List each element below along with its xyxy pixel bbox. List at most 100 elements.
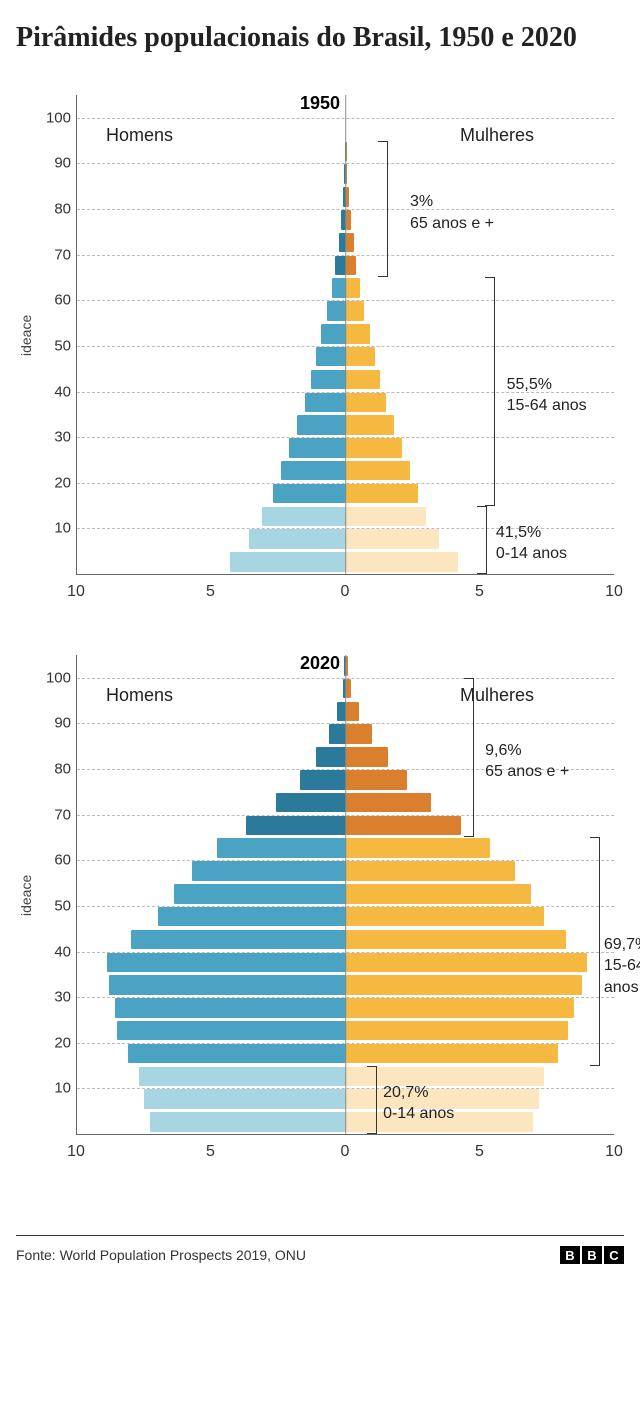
bar-women [346,1021,569,1041]
xtick: 5 [206,583,215,601]
bar-men [150,1112,346,1132]
bar-men [117,1021,345,1041]
pyramid-2020: 2020HomensMulheresideace1020304050607080… [16,655,624,1165]
ytick: 20 [39,474,71,491]
ytick: 50 [39,337,71,354]
bracket [590,837,600,1065]
bar-men [329,724,345,744]
bar-men [332,278,345,298]
bar-women [346,998,574,1018]
bar-women [346,301,365,321]
bar-men [327,301,346,321]
ytick: 80 [39,201,71,218]
ytick: 90 [39,155,71,172]
chart-area: 1020304050607080901009,6%65 anos e +69,7… [76,655,614,1135]
bar-men [300,770,346,790]
ytick: 30 [39,429,71,446]
xtick: 5 [475,1143,484,1161]
bar-women [346,884,531,904]
xtick: 10 [605,583,623,601]
bracket [464,678,474,838]
bar-women [346,975,582,995]
ytick: 100 [39,109,71,126]
xtick: 10 [67,583,85,601]
xtick: 0 [341,1143,350,1161]
ytick: 100 [39,669,71,686]
ytick: 60 [39,292,71,309]
bar-men [262,507,345,527]
bar-women [346,529,440,549]
ytick: 70 [39,806,71,823]
bar-women [346,793,432,813]
bar-women [346,278,361,298]
center-axis [345,655,347,1134]
ytick: 70 [39,246,71,263]
bar-men [107,953,346,973]
bar-men [289,438,345,458]
bar-women [346,347,376,367]
bar-women [346,256,357,276]
bracket [378,141,388,278]
ytick: 10 [39,1080,71,1097]
xaxis: 1050510 [76,1135,614,1165]
bracket-label: 55,5%15-64 anos [507,374,587,417]
bar-women [346,438,402,458]
bar-women [346,210,351,230]
bar-men [311,370,346,390]
pyramid-1950: 1950HomensMulheresideace1020304050607080… [16,95,624,605]
bar-women [346,702,359,722]
ytick: 40 [39,383,71,400]
bar-women [346,507,427,527]
bar-men [217,838,346,858]
bar-women [346,907,545,927]
ytick: 30 [39,989,71,1006]
yaxis-title: ideace [18,314,34,355]
bar-women [346,233,354,253]
bracket [477,506,487,574]
bar-women [346,679,351,699]
bar-men [158,907,346,927]
chart-area: 1020304050607080901003%65 anos e +55,5%1… [76,95,614,575]
ytick: 10 [39,520,71,537]
xtick: 5 [475,583,484,601]
bar-women [346,415,394,435]
bar-men [305,393,345,413]
xtick: 10 [605,1143,623,1161]
bar-women [346,930,566,950]
bracket [485,277,495,505]
bar-women [346,393,386,413]
bar-men [131,930,346,950]
bar-men [192,861,345,881]
ytick: 20 [39,1034,71,1051]
yaxis-title: ideace [18,874,34,915]
bar-men [246,816,345,836]
bar-women [346,953,588,973]
bracket [367,1066,377,1134]
bar-women [346,816,461,836]
ytick: 60 [39,852,71,869]
bar-women [346,747,389,767]
bar-men [139,1067,346,1087]
center-axis [345,95,347,574]
ytick: 40 [39,943,71,960]
bar-men [115,998,346,1018]
chart-title: Pirâmides populacionais do Brasil, 1950 … [16,20,624,55]
bar-men [316,747,346,767]
bar-men [273,484,345,504]
bar-women [346,370,381,390]
bar-women [346,1044,558,1064]
bar-men [174,884,346,904]
footer: Fonte: World Population Prospects 2019, … [16,1235,624,1264]
bar-women [346,552,459,572]
bracket-label: 3%65 anos e + [410,191,494,234]
xaxis: 1050510 [76,575,614,605]
bar-women [346,724,373,744]
xtick: 5 [206,1143,215,1161]
bar-men [249,529,346,549]
bracket-label: 69,7%15-64 anos [604,934,640,999]
bar-women [346,838,491,858]
ytick: 80 [39,761,71,778]
bar-men [297,415,345,435]
bar-men [128,1044,345,1064]
bar-women [346,861,515,881]
